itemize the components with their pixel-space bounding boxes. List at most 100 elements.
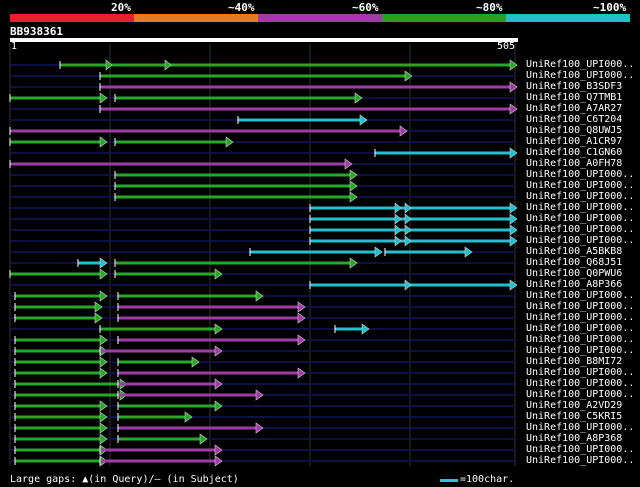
hit-segment[interactable] xyxy=(115,96,355,100)
hit-segment[interactable] xyxy=(115,195,350,199)
hit-segment[interactable] xyxy=(100,459,215,463)
hit-segment[interactable] xyxy=(115,173,350,177)
hit-label[interactable]: UniRef100_UPI000.. xyxy=(526,213,635,224)
hit-label[interactable]: UniRef100_UPI000.. xyxy=(526,169,635,180)
hit-label[interactable]: UniRef100_Q7TMB1 xyxy=(526,92,623,103)
hit-label[interactable]: UniRef100_A0FH78 xyxy=(526,158,623,169)
hit-label[interactable]: UniRef100_UPI000.. xyxy=(526,367,635,378)
hit-label[interactable]: UniRef100_A2VD29 xyxy=(526,400,623,411)
hit-arrow xyxy=(214,400,223,412)
hit-segment[interactable] xyxy=(100,349,215,353)
hit-label[interactable]: UniRef100_UPI000.. xyxy=(526,345,635,356)
hit-label[interactable]: UniRef100_Q0PWU6 xyxy=(526,268,623,279)
hit-label[interactable]: UniRef100_A8P366 xyxy=(526,279,623,290)
hit-segment[interactable] xyxy=(15,459,100,463)
hit-label[interactable]: UniRef100_A7AR27 xyxy=(526,103,623,114)
hit-label[interactable]: UniRef100_B8MI72 xyxy=(526,356,623,367)
hit-segment[interactable] xyxy=(10,272,100,276)
hit-segment[interactable] xyxy=(118,415,185,419)
hit-label[interactable]: UniRef100_Q68J51 xyxy=(526,257,623,268)
query-end: 505 xyxy=(497,41,516,52)
hit-label[interactable]: UniRef100_UPI000.. xyxy=(526,455,635,466)
hit-label[interactable]: UniRef100_C1GN60 xyxy=(526,147,623,158)
hit-label[interactable]: UniRef100_A1CR97 xyxy=(526,136,623,147)
hit-segment[interactable] xyxy=(15,349,100,353)
hit-segment[interactable] xyxy=(15,316,95,320)
hit-segment[interactable] xyxy=(118,426,256,430)
hit-segment[interactable] xyxy=(15,371,100,375)
hit-segment[interactable] xyxy=(15,360,100,364)
hit-segment[interactable] xyxy=(118,338,298,342)
hit-segment[interactable] xyxy=(118,393,256,397)
hit-label[interactable]: UniRef100_UPI000.. xyxy=(526,191,635,202)
hit-segment[interactable] xyxy=(100,107,510,111)
hit-segment[interactable] xyxy=(118,305,298,309)
hit-label[interactable]: UniRef100_UPI000.. xyxy=(526,70,635,81)
hit-segment[interactable] xyxy=(100,327,215,331)
hit-arrow xyxy=(94,301,103,313)
hit-segment[interactable] xyxy=(118,316,298,320)
hit-label[interactable]: UniRef100_C6T204 xyxy=(526,114,623,125)
hit-segment[interactable] xyxy=(78,261,100,265)
hit-segment[interactable] xyxy=(15,437,100,441)
hit-label[interactable]: UniRef100_UPI000.. xyxy=(526,444,635,455)
hit-segment[interactable] xyxy=(10,129,400,133)
hit-label[interactable]: UniRef100_A5BKB8 xyxy=(526,246,623,257)
hit-segment[interactable] xyxy=(15,305,95,309)
hit-label[interactable]: UniRef100_B3SDF3 xyxy=(526,81,623,92)
hit-label[interactable]: UniRef100_UPI000.. xyxy=(526,323,635,334)
hit-label[interactable]: UniRef100_UPI000.. xyxy=(526,59,635,70)
hit-label[interactable]: UniRef100_UPI000.. xyxy=(526,301,635,312)
hit-segment[interactable] xyxy=(118,437,200,441)
hit-label[interactable]: UniRef100_UPI000.. xyxy=(526,334,635,345)
hit-label[interactable]: UniRef100_UPI000.. xyxy=(526,422,635,433)
hit-segment[interactable] xyxy=(15,426,100,430)
hit-label[interactable]: UniRef100_UPI000.. xyxy=(526,224,635,235)
hit-segment[interactable] xyxy=(118,382,215,386)
hit-label[interactable]: UniRef100_UPI000.. xyxy=(526,180,635,191)
hit-segment[interactable] xyxy=(15,448,100,452)
hit-segment[interactable] xyxy=(375,151,510,155)
hit-segment[interactable] xyxy=(10,162,345,166)
hit-segment[interactable] xyxy=(118,404,215,408)
hit-segment[interactable] xyxy=(15,382,120,386)
hit-arrow xyxy=(99,136,108,148)
hit-arrow xyxy=(374,246,383,258)
hit-segment[interactable] xyxy=(15,404,100,408)
hit-segment[interactable] xyxy=(100,74,405,78)
large-gaps-legend: Large gaps: ▲(in Query)/– (in Subject) xyxy=(10,474,239,485)
hit-segment[interactable] xyxy=(100,448,215,452)
hit-arrow xyxy=(404,70,413,82)
hit-label[interactable]: UniRef100_UPI000.. xyxy=(526,312,635,323)
hit-label[interactable]: UniRef100_UPI000.. xyxy=(526,202,635,213)
hit-segment[interactable] xyxy=(115,272,215,276)
hit-segment[interactable] xyxy=(250,250,375,254)
hit-label[interactable]: UniRef100_UPI000.. xyxy=(526,235,635,246)
hit-segment[interactable] xyxy=(238,118,360,122)
hit-segment[interactable] xyxy=(100,85,510,89)
hit-arrow xyxy=(361,323,370,335)
hit-label[interactable]: UniRef100_UPI000.. xyxy=(526,389,635,400)
hit-label[interactable]: UniRef100_UPI000.. xyxy=(526,378,635,389)
hit-segment[interactable] xyxy=(15,415,100,419)
hit-segment[interactable] xyxy=(118,360,192,364)
hit-segment[interactable] xyxy=(115,140,226,144)
hit-label[interactable]: UniRef100_UPI000.. xyxy=(526,290,635,301)
hit-segment[interactable] xyxy=(15,393,120,397)
hit-label[interactable]: UniRef100_C5KRI5 xyxy=(526,411,623,422)
hit-segment[interactable] xyxy=(115,184,350,188)
hit-segment[interactable] xyxy=(118,371,298,375)
hit-label[interactable]: UniRef100_Q8UWJ5 xyxy=(526,125,623,136)
hit-segment[interactable] xyxy=(10,96,100,100)
hit-segment[interactable] xyxy=(15,338,100,342)
hit-segment[interactable] xyxy=(118,294,256,298)
hit-segment[interactable] xyxy=(385,250,465,254)
hit-segment[interactable] xyxy=(115,261,350,265)
hit-segment[interactable] xyxy=(15,294,100,298)
hit-segment[interactable] xyxy=(60,63,510,67)
hit-segment[interactable] xyxy=(335,327,362,331)
hit-segment[interactable] xyxy=(10,140,100,144)
hit-arrow xyxy=(354,92,363,104)
hit-label[interactable]: UniRef100_A8P368 xyxy=(526,433,623,444)
